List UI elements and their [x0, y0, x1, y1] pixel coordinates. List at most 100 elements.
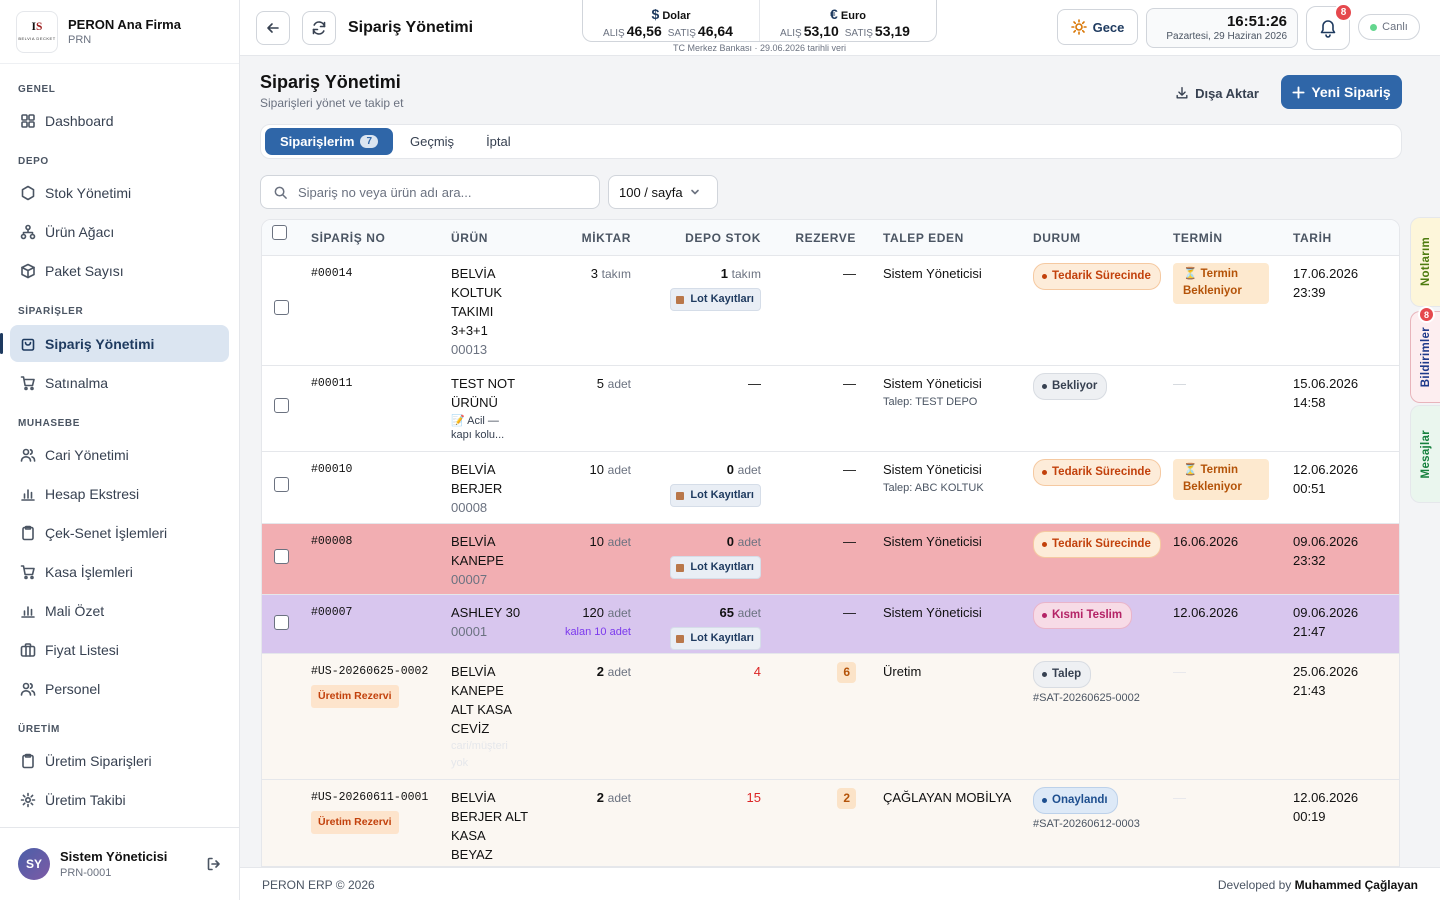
new-order-button[interactable]: Yeni Sipariş	[1281, 75, 1402, 109]
back-button[interactable]	[256, 11, 290, 45]
notes-side-tab[interactable]: Notlarım	[1410, 217, 1440, 307]
row-checkbox[interactable]	[274, 549, 289, 564]
stock-unit: takım	[731, 267, 761, 281]
logout-icon[interactable]	[206, 856, 222, 872]
col-header-rezerve[interactable]: REZERVE	[795, 231, 856, 245]
sidebar-item-satinalma[interactable]: Satınalma	[10, 364, 229, 401]
quantity: 5	[596, 376, 605, 391]
page-title: Sipariş Yönetimi	[260, 72, 401, 92]
export-label: Dışa Aktar	[1195, 85, 1259, 101]
row-checkbox[interactable]	[274, 398, 289, 413]
sidebar-item-label: Çek-Senet İşlemleri	[45, 524, 168, 541]
sidebar-item-dashboard[interactable]: Dashboard	[10, 102, 229, 139]
bar-chart-icon	[21, 605, 35, 618]
row-checkbox[interactable]	[274, 300, 289, 315]
order-date: 09.06.2026	[1293, 534, 1359, 549]
quantity-unit: adet	[607, 665, 631, 679]
stock: 1	[720, 266, 729, 281]
quantity-unit: takım	[601, 267, 631, 281]
lot-records-button[interactable]: Lot Kayıtları	[670, 627, 761, 650]
night-mode-button[interactable]: Gece	[1057, 9, 1138, 45]
select-all-checkbox[interactable]	[272, 225, 287, 240]
sidebar-item-kasa[interactable]: Kasa İşlemleri	[10, 553, 229, 590]
tab-gecmis[interactable]: Geçmiş	[395, 128, 469, 155]
product-code: 00013	[451, 342, 488, 357]
termin-line: Bekleniyor	[1183, 285, 1242, 297]
table-row[interactable]: #00011 TEST NOT ÜRÜNÜ 📝 Acil — kapı kolu.…	[262, 366, 1399, 452]
table-row[interactable]: #00007 ASHLEY 30 00001 120 adet kalan 10…	[262, 595, 1399, 654]
col-header-no[interactable]: SİPARİŞ NO	[311, 231, 386, 245]
col-header-urun[interactable]: ÜRÜN	[451, 231, 489, 245]
order-date: 12.06.2026	[1293, 462, 1359, 477]
sidebar-item-personel[interactable]: Personel	[10, 670, 229, 707]
col-header-stok[interactable]: DEPO STOK	[685, 231, 761, 245]
stock: 15	[746, 790, 761, 805]
search-input[interactable]	[298, 184, 587, 200]
eur-buy-label: ALIŞ	[780, 28, 802, 39]
row-checkbox[interactable]	[274, 477, 289, 492]
table-row[interactable]: #00008 BELVİA KANEPE 00007 10 adet 0 ade…	[262, 524, 1399, 595]
customer-note: cari/müşteri yok	[451, 738, 551, 772]
sidebar-item-mali-ozet[interactable]: Mali Özet	[10, 592, 229, 629]
grid-icon	[21, 113, 35, 128]
product-line: 3+3+1	[451, 323, 488, 338]
sidebar-item-label: Mali Özet	[45, 602, 105, 619]
sidebar-item-fiyat[interactable]: Fiyat Listesi	[10, 631, 229, 668]
sidebar-item-cari[interactable]: Cari Yönetimi	[10, 436, 229, 473]
sidebar-item-stok[interactable]: Stok Yönetimi	[10, 174, 229, 211]
table-row[interactable]: #00010 BELVİA BERJER 00008 10 adet 0 ade…	[262, 452, 1399, 524]
sidebar-item-hesap[interactable]: Hesap Ekstresi	[10, 475, 229, 512]
lot-records-button[interactable]: Lot Kayıtları	[670, 556, 761, 579]
purchase-ref: #SAT-20260625-0002	[1033, 692, 1140, 704]
row-checkbox[interactable]	[274, 615, 289, 630]
sidebar-item-paket[interactable]: Paket Sayısı	[10, 252, 229, 289]
product-note: 📝 Acil — kapı kolu...	[451, 414, 551, 442]
order-date: 12.06.2026	[1293, 790, 1359, 805]
firm-code: PRN	[68, 34, 92, 46]
footer-credit-name: Muhammed Çağlayan	[1294, 878, 1418, 892]
bell-icon	[1320, 20, 1336, 38]
purchase-ref: #SAT-20260612-0003	[1033, 818, 1140, 830]
product-line: BERJER ALT	[451, 809, 529, 824]
clock: 16:51:26 Pazartesi, 29 Haziran 2026	[1146, 8, 1298, 48]
tab-siparislerim[interactable]: Siparişlerim 7	[265, 128, 393, 155]
notifications-button[interactable]: 8	[1306, 3, 1353, 50]
notifications-side-tab[interactable]: 8 Bildirimler	[1410, 306, 1440, 403]
table-row[interactable]: #00014 BELVİA KOLTUK TAKIMI 3+3+1 00013 …	[262, 256, 1399, 366]
col-header-durum[interactable]: DURUM	[1033, 231, 1081, 245]
lot-records-button[interactable]: Lot Kayıtları	[670, 484, 761, 507]
sidebar-item-uretim-takibi[interactable]: Üretim Takibi	[10, 781, 229, 818]
reserve: —	[843, 534, 856, 549]
refresh-button[interactable]	[302, 11, 336, 45]
col-header-miktar[interactable]: MİKTAR	[581, 231, 631, 245]
requester: Sistem Yöneticisi	[883, 534, 982, 549]
col-header-tarih[interactable]: TARİH	[1293, 231, 1332, 245]
lot-records-button[interactable]: Lot Kayıtları	[670, 288, 761, 311]
sidebar-item-siparis-yonetimi[interactable]: Sipariş Yönetimi	[0, 325, 229, 362]
production-reserve-badge: Üretim Rezervi	[311, 685, 399, 708]
sidebar-item-uretim-siparisleri[interactable]: Üretim Siparişleri	[10, 742, 229, 779]
user-name: Sistem Yöneticisi	[60, 849, 168, 864]
sidebar-item-cek-senet[interactable]: Çek-Senet İşlemleri	[10, 514, 229, 551]
usd-buy-label: ALIŞ	[603, 28, 625, 39]
reserve: —	[843, 376, 856, 391]
tab-iptal[interactable]: İptal	[471, 128, 526, 155]
tab-label: İptal	[486, 134, 511, 149]
sidebar: IS BELVIA DECKET PERON Ana Firma PRN GEN…	[0, 0, 240, 900]
product-line: TAKIMI	[451, 304, 494, 319]
sidebar-item-urun-agaci[interactable]: Ürün Ağacı	[10, 213, 229, 250]
sidebar-item-label: Cari Yönetimi	[45, 446, 129, 463]
table-row[interactable]: #US-20260625-0002 Üretim Rezervi BELVİA …	[262, 654, 1399, 780]
product-line: BELVİA	[451, 462, 496, 477]
live-status-badge: Canlı	[1358, 14, 1420, 40]
eur-rate: € Euro ALIŞ 53,10 SATIŞ 53,19	[759, 0, 936, 41]
table-row[interactable]: #US-20260611-0001 Üretim Rezervi BELVİA …	[262, 780, 1399, 866]
sidebar-header: IS BELVIA DECKET PERON Ana Firma PRN	[0, 0, 239, 64]
messages-side-tab[interactable]: Mesajlar	[1410, 405, 1440, 503]
export-button[interactable]: Dışa Aktar	[1166, 78, 1268, 108]
col-header-termin[interactable]: TERMİN	[1173, 231, 1223, 245]
clock-date: Pazartesi, 29 Haziran 2026	[1166, 31, 1287, 42]
page-size-select[interactable]: 100 / sayfa	[608, 175, 718, 209]
col-header-talep[interactable]: TALEP EDEN	[883, 231, 964, 245]
product-code: 00001	[451, 624, 488, 639]
